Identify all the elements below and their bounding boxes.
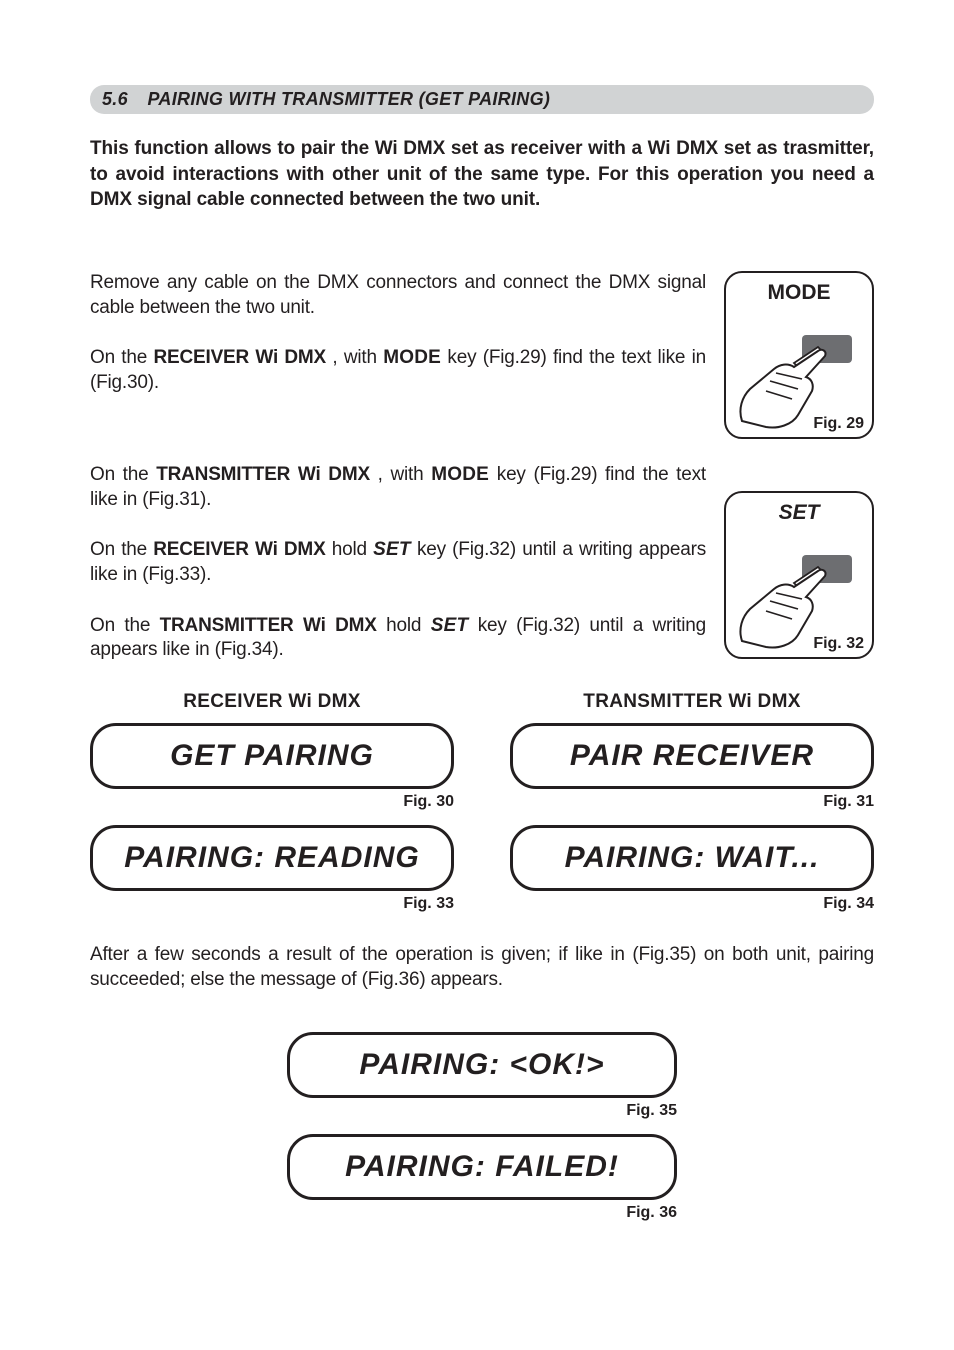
intro-paragraph: This function allows to pair the Wi DMX … <box>90 136 874 213</box>
fig-34-caption: Fig. 34 <box>510 895 874 913</box>
fig-29-caption: Fig. 29 <box>813 415 864 433</box>
paragraph-3: On the TRANSMITTER Wi DMX , with MODE ke… <box>90 463 706 512</box>
paragraph-2: On the RECEIVER Wi DMX , with MODE key (… <box>90 346 706 395</box>
lcd-fig-35: PAIRING: <OK!> <box>287 1032 677 1098</box>
section-title: PAIRING WITH TRANSMITTER (GET PAIRING) <box>147 89 550 109</box>
fig-35-caption: Fig. 35 <box>287 1102 677 1120</box>
block-mode: Remove any cable on the DMX connectors a… <box>90 271 874 439</box>
section-header: 5.6 PAIRING WITH TRANSMITTER (GET PAIRIN… <box>90 85 874 114</box>
set-key-label: SET <box>726 501 872 525</box>
displays-row-1: RECEIVER Wi DMX GET PAIRING Fig. 30 PAIR… <box>90 691 874 927</box>
mode-key-figure: MODE Fig. 29 <box>724 271 874 439</box>
lcd-fig-33: PAIRING: READING <box>90 825 454 891</box>
paragraph-4: On the RECEIVER Wi DMX hold SET key (Fig… <box>90 538 706 587</box>
fig-33-caption: Fig. 33 <box>90 895 454 913</box>
section-number: 5.6 <box>102 89 128 109</box>
result-paragraph: After a few seconds a result of the oper… <box>90 943 874 992</box>
lcd-fig-36: PAIRING: FAILED! <box>287 1134 677 1200</box>
paragraph-1: Remove any cable on the DMX connectors a… <box>90 271 706 320</box>
fig-32-caption: Fig. 32 <box>813 635 864 653</box>
fig-31-caption: Fig. 31 <box>510 793 874 811</box>
result-displays: PAIRING: <OK!> Fig. 35 PAIRING: FAILED! … <box>90 1032 874 1222</box>
lcd-fig-30: GET PAIRING <box>90 723 454 789</box>
receiver-title: RECEIVER Wi DMX <box>90 691 454 713</box>
transmitter-title: TRANSMITTER Wi DMX <box>510 691 874 713</box>
set-key-figure: SET Fig. 32 <box>724 491 874 659</box>
fig-30-caption: Fig. 30 <box>90 793 454 811</box>
mode-key-label: MODE <box>726 281 872 305</box>
paragraph-5: On the TRANSMITTER Wi DMX hold SET key (… <box>90 614 706 663</box>
lcd-fig-31: PAIR RECEIVER <box>510 723 874 789</box>
block-set: On the TRANSMITTER Wi DMX , with MODE ke… <box>90 463 874 663</box>
fig-36-caption: Fig. 36 <box>287 1204 677 1222</box>
lcd-fig-34: PAIRING: WAIT... <box>510 825 874 891</box>
